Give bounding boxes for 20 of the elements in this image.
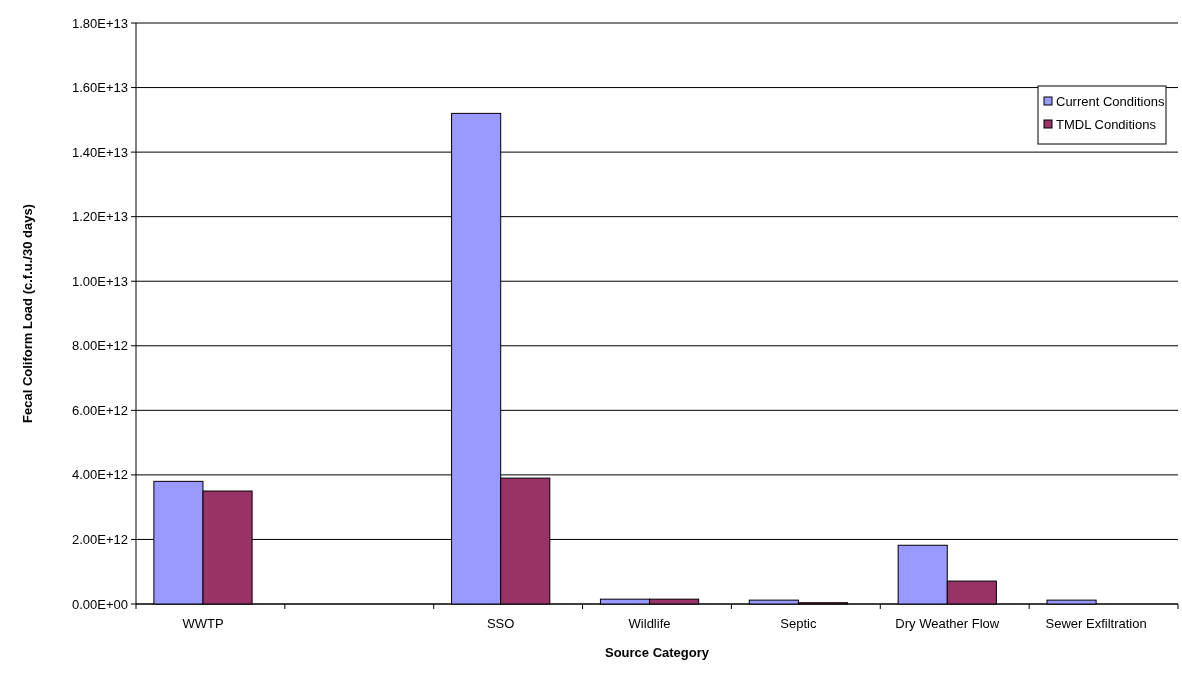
y-tick-label: 1.20E+13 <box>71 209 128 225</box>
x-tick-label: Sewer Exfiltration <box>1045 616 1147 631</box>
x-tick-label: Septic <box>780 616 817 631</box>
x-tick-label: Dry Weather Flow <box>895 616 1000 631</box>
legend-label: Current Conditions <box>1056 93 1165 109</box>
y-tick-label: 1.40E+13 <box>71 144 128 160</box>
y-tick-label: 1.80E+13 <box>71 15 128 31</box>
y-tick-label: 1.00E+13 <box>71 273 128 289</box>
y-tick-label: 4.00E+12 <box>71 467 128 483</box>
x-tick-label: Wildlife <box>628 616 671 631</box>
y-tick-label: 2.00E+12 <box>71 531 128 547</box>
y-tick-label: 0.00E+00 <box>71 596 128 612</box>
legend-label: TMDL Conditions <box>1056 116 1157 132</box>
x-tick-label: WWTP <box>182 616 224 631</box>
y-axis-title: Fecal Coliform Load (c.f.u./30 days) <box>20 204 35 423</box>
y-tick-label: 1.60E+13 <box>71 80 128 96</box>
x-axis-title: Source Category <box>604 645 710 660</box>
y-tick-label: 8.00E+12 <box>71 338 128 354</box>
x-tick-label: SSO <box>486 616 515 631</box>
y-tick-label: 6.00E+12 <box>71 402 128 418</box>
